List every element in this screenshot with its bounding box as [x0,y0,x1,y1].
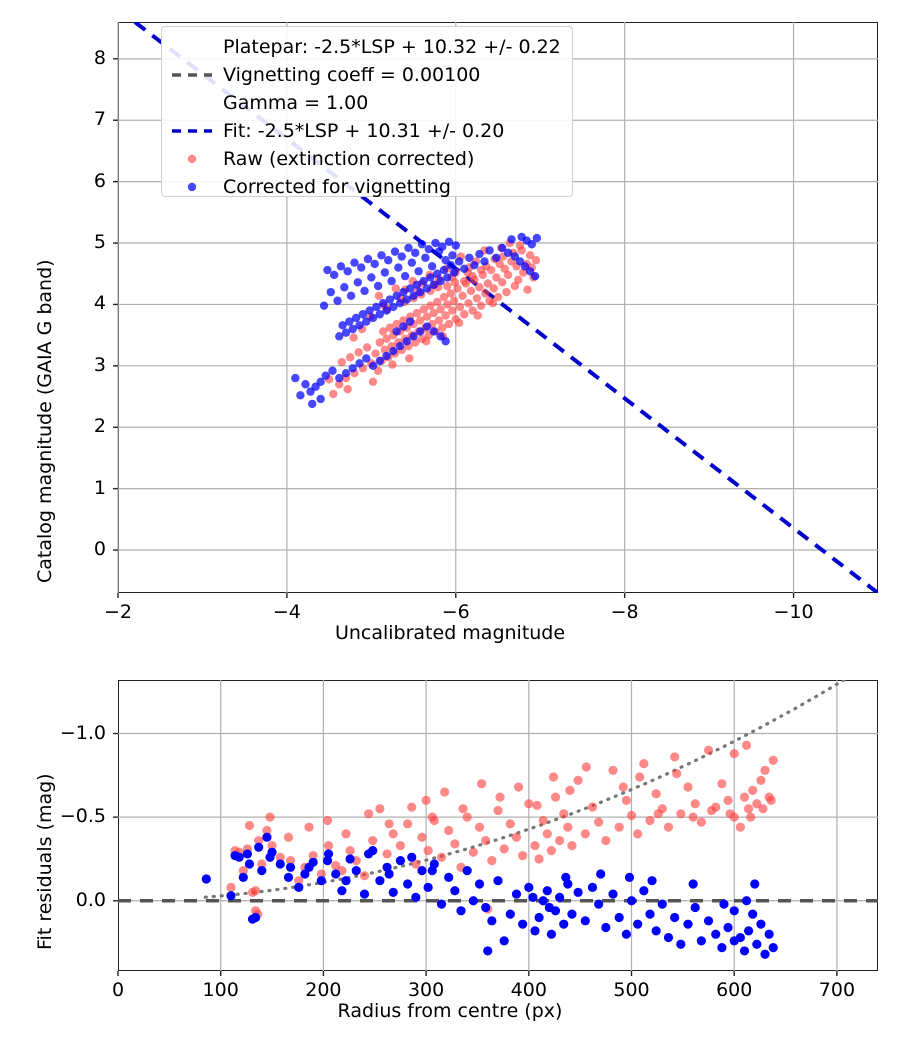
top-x-tick: −10 [773,601,814,623]
bottom-y-axis-title: Fit residuals (mag) [34,773,56,950]
top-y-tick: 0 [93,538,106,561]
bottom-x-tick: 300 [407,979,445,1001]
legend-item-label: Raw (extinction corrected) [223,148,475,170]
top-plot-canvas [113,22,878,598]
top-y-tick: 6 [93,169,106,192]
bottom-x-tick: 700 [818,979,856,1001]
top-legend: Platepar: -2.5*LSP + 10.32 +/- 0.22 Vigne… [161,26,573,198]
legend-item: Fit: -2.5*LSP + 10.31 +/- 0.20 [170,117,504,145]
legend-item-label: Vignetting coeff = 0.00100 [223,64,481,86]
top-x-tick: −2 [103,601,132,623]
top-x-axis-title: Uncalibrated magnitude [334,622,566,644]
bottom-y-tick: −0.5 [59,805,106,828]
legend-item: Gamma = 1.00 [170,89,368,117]
top-y-tick: 8 [93,46,106,69]
top-y-tick: 2 [93,415,106,438]
bottom-plot-canvas [113,680,878,976]
bottom-y-tick: −1.0 [59,721,106,744]
legend-no-marker [170,94,214,112]
top-x-tick: −6 [441,601,470,623]
top-y-tick: 4 [93,292,106,315]
legend-no-marker [170,38,214,56]
top-y-axis-title: Catalog magnitude (GAIA G band) [34,259,56,583]
top-y-tick: 3 [93,353,106,376]
legend-blue-dot-icon [170,178,214,196]
legend-item: Corrected for vignetting [170,173,451,201]
top-y-tick: 7 [93,108,106,131]
legend-dashed-blue-line-icon [170,122,214,140]
top-y-tick: 5 [93,231,106,254]
top-x-tick: −4 [272,601,301,623]
magnitude-calibration-panel: −2 −4 −6 −8 −10 0 1 2 3 4 5 6 7 8 Uncalibrated magni… [34,22,878,644]
bottom-x-axis-title: Radius from centre (px) [337,1000,563,1022]
top-y-tick: 1 [93,476,106,499]
bottom-axes-frame [118,680,878,971]
legend-item: Platepar: -2.5*LSP + 10.32 +/- 0.22 [170,33,561,61]
top-x-tick: −8 [610,601,639,623]
bottom-x-tick: 600 [716,979,753,1001]
legend-item-label: Fit: -2.5*LSP + 10.31 +/- 0.20 [223,120,505,142]
legend-item-label: Platepar: -2.5*LSP + 10.32 +/- 0.22 [223,36,561,58]
bottom-x-tick: 500 [613,979,650,1001]
bottom-x-tick: 0 [111,979,125,1001]
bottom-x-tick: 400 [510,979,547,1001]
legend-red-dot-icon [170,150,214,168]
bottom-x-tick: 100 [202,979,239,1001]
legend-item: Raw (extinction corrected) [170,145,474,173]
fit-residuals-panel: Radius from centre (px) Fit residuals (m… [0,650,900,1050]
legend-item-label: Gamma = 1.00 [223,92,369,114]
bottom-x-tick: 200 [305,979,342,1001]
legend-dashed-gray-line-icon [170,66,214,84]
legend-item: Vignetting coeff = 0.00100 [170,61,480,89]
bottom-y-tick: 0.0 [75,888,106,911]
legend-item-label: Corrected for vignetting [223,176,451,198]
